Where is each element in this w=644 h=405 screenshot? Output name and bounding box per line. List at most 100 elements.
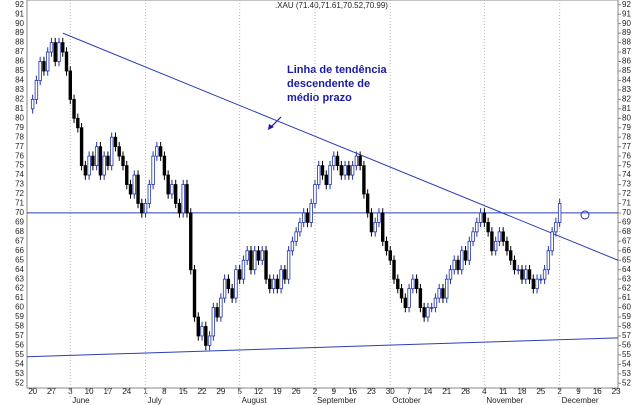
candle-body — [429, 307, 434, 309]
y-tick-label: 70 — [15, 208, 24, 217]
candle-body — [200, 326, 204, 337]
candle-body — [437, 288, 441, 299]
y-tick-label: 74 — [15, 170, 24, 179]
y-tick-label: 71 — [622, 199, 631, 208]
candle-body — [79, 127, 84, 167]
y-tick-label: 79 — [622, 123, 631, 132]
y-tick-label: 64 — [15, 265, 24, 274]
candle-body — [377, 212, 381, 223]
y-tick-label: 92 — [622, 0, 631, 9]
candle-body — [422, 307, 426, 318]
x-tick-label: 3 — [68, 387, 73, 396]
candle-body — [546, 250, 551, 271]
x-tick-label: 10 — [85, 387, 94, 396]
candle-body — [275, 278, 280, 290]
candle-body — [143, 203, 148, 214]
candle-body — [215, 307, 219, 318]
y-tick-label: 85 — [15, 66, 24, 75]
y-tick-label: 58 — [622, 322, 631, 331]
y-tick-label: 63 — [15, 274, 24, 283]
y-tick-label: 89 — [15, 28, 24, 37]
y-tick-label: 70 — [622, 208, 631, 217]
candle-body — [185, 184, 189, 214]
x-tick-label: 20 — [28, 387, 37, 396]
candle-body — [109, 136, 114, 167]
candle-body — [72, 98, 76, 119]
y-tick-label: 62 — [15, 284, 24, 293]
candle-body — [463, 250, 468, 261]
candle-body — [475, 221, 479, 233]
candle-body — [554, 221, 558, 233]
candle-body — [317, 165, 321, 185]
candle-body — [482, 212, 487, 223]
candle-body — [181, 184, 185, 214]
x-tick-label: 11 — [499, 387, 508, 396]
candle-body — [411, 278, 415, 290]
y-tick-label: 67 — [622, 236, 631, 245]
candle-body — [286, 250, 291, 280]
y-tick-label: 73 — [622, 180, 631, 189]
candle-body — [486, 221, 490, 233]
candle-body — [418, 288, 423, 308]
x-tick-label: 9 — [332, 387, 337, 396]
candle-body — [362, 165, 366, 195]
candle-body — [471, 231, 475, 242]
annotation-arrowhead — [268, 124, 274, 130]
candle-body — [365, 193, 370, 214]
candle-body — [30, 98, 35, 110]
y-tick-label: 69 — [15, 217, 24, 226]
x-tick-label: 21 — [442, 387, 451, 396]
plot-frame — [26, 0, 619, 389]
candle-body — [207, 335, 212, 346]
candle-body — [91, 155, 95, 167]
candle-body — [535, 278, 539, 290]
candle-body — [509, 250, 513, 261]
candle-body — [347, 165, 351, 176]
y-tick-label: 80 — [622, 113, 631, 122]
y-tick-label: 83 — [15, 85, 24, 94]
candle-body — [49, 42, 54, 53]
candle-body — [478, 212, 483, 223]
y-tick-label: 83 — [622, 85, 631, 94]
candle-body — [414, 278, 419, 290]
y-tick-label: 67 — [15, 236, 24, 245]
candle-body — [38, 61, 42, 81]
annotation: descendente de — [287, 78, 370, 90]
candle-body — [219, 297, 223, 318]
y-tick-label: 92 — [15, 0, 24, 9]
candle-body — [128, 184, 133, 195]
x-tick-label: 5 — [237, 387, 242, 396]
chart-title: .XAU (71.40,71.61,70.52,70.99) — [275, 1, 388, 10]
x-tick-label: 15 — [179, 387, 188, 396]
y-tick-label: 57 — [622, 331, 631, 340]
candle-body — [339, 165, 344, 176]
candle-body — [249, 250, 253, 271]
x-tick-label: 19 — [273, 387, 282, 396]
candle-body — [230, 288, 234, 299]
y-tick-label: 53 — [622, 369, 631, 378]
x-tick-label: 8 — [162, 387, 167, 396]
x-tick-label: 26 — [292, 387, 301, 396]
candle-body — [192, 269, 197, 318]
candle-body — [550, 231, 554, 252]
candle-body — [290, 240, 295, 252]
candle-body — [132, 174, 136, 195]
x-tick-label: 17 — [103, 387, 112, 396]
candle-body — [98, 146, 103, 176]
candle-body — [350, 165, 355, 176]
y-tick-label: 84 — [622, 76, 631, 85]
y-tick-label: 66 — [15, 246, 24, 255]
y-tick-label: 55 — [622, 350, 631, 359]
x-tick-label: 12 — [254, 387, 263, 396]
candle-body — [426, 307, 430, 318]
month-label: October — [392, 396, 421, 405]
candle-body — [222, 278, 227, 299]
x-tick-label: 23 — [367, 387, 376, 396]
x-tick-label: 22 — [198, 387, 207, 396]
y-tick-label: 55 — [15, 350, 24, 359]
y-tick-label: 85 — [622, 66, 631, 75]
month-label: November — [486, 396, 523, 405]
trend-line — [62, 32, 619, 261]
candle-body — [253, 250, 257, 271]
month-label: June — [72, 396, 90, 405]
